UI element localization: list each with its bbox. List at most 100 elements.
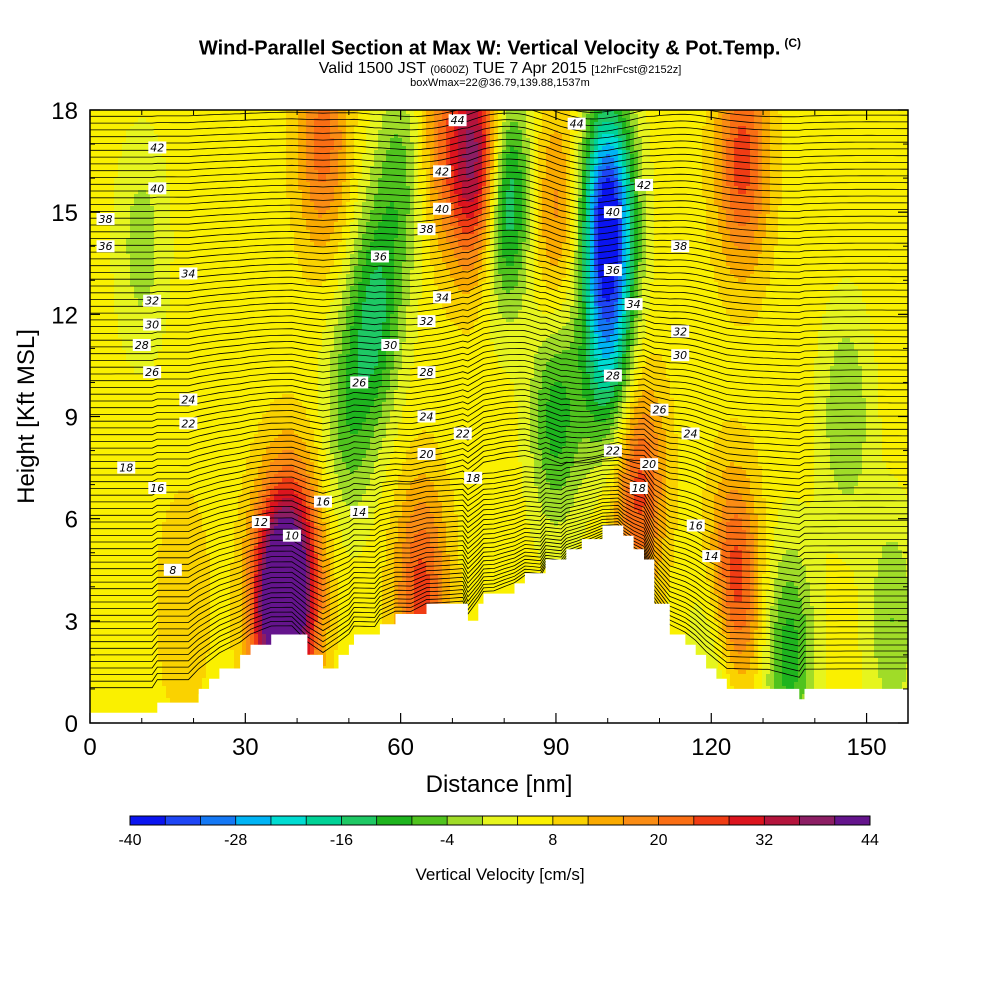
velocity-cell [106, 462, 111, 467]
velocity-cell [182, 386, 187, 391]
velocity-cell [102, 178, 107, 183]
velocity-cell [174, 174, 179, 179]
velocity-cell [198, 298, 203, 303]
velocity-cell [158, 526, 163, 531]
velocity-cell [162, 394, 167, 399]
velocity-cell [98, 374, 103, 379]
velocity-cell [138, 442, 143, 447]
velocity-cell [166, 434, 171, 439]
velocity-cell [134, 198, 139, 203]
velocity-cell [114, 354, 119, 359]
velocity-cell [174, 674, 179, 679]
velocity-cell [122, 298, 127, 303]
velocity-cell [146, 118, 151, 123]
velocity-cell [182, 334, 187, 339]
velocity-cell [102, 594, 107, 599]
velocity-cell [130, 678, 135, 683]
velocity-cell [206, 226, 211, 231]
velocity-cell [98, 378, 103, 383]
velocity-cell [106, 278, 111, 283]
velocity-cell [206, 266, 211, 271]
velocity-cell [198, 674, 203, 679]
velocity-cell [162, 674, 167, 679]
velocity-cell [198, 482, 203, 487]
velocity-cell [202, 462, 207, 467]
velocity-cell [126, 118, 131, 123]
velocity-cell [174, 650, 179, 655]
velocity-cell [214, 270, 219, 275]
velocity-cell [114, 242, 119, 247]
velocity-cell [150, 206, 155, 211]
velocity-cell [142, 690, 147, 695]
velocity-cell [170, 610, 175, 615]
velocity-cell [146, 678, 151, 683]
velocity-cell [198, 678, 203, 683]
velocity-cell [162, 642, 167, 647]
velocity-cell [174, 366, 179, 371]
velocity-cell [210, 194, 215, 199]
velocity-cell [158, 674, 163, 679]
velocity-cell [162, 306, 167, 311]
velocity-cell [170, 374, 175, 379]
velocity-cell [110, 374, 115, 379]
velocity-cell [182, 118, 187, 123]
velocity-cell [94, 254, 99, 259]
velocity-cell [146, 550, 151, 555]
velocity-cell [194, 138, 199, 143]
velocity-cell [142, 206, 147, 211]
velocity-cell [118, 670, 123, 675]
velocity-cell [94, 442, 99, 447]
velocity-cell [94, 122, 99, 127]
velocity-cell [110, 610, 115, 615]
velocity-cell [110, 226, 115, 231]
velocity-cell [110, 522, 115, 527]
velocity-cell [122, 570, 127, 575]
velocity-cell [126, 222, 131, 227]
velocity-cell [198, 146, 203, 151]
velocity-cell [110, 662, 115, 667]
velocity-cell [174, 546, 179, 551]
velocity-cell [130, 322, 135, 327]
velocity-cell [134, 542, 139, 547]
velocity-cell [194, 242, 199, 247]
velocity-cell [142, 218, 147, 223]
velocity-cell [182, 262, 187, 267]
velocity-cell [122, 438, 127, 443]
velocity-cell [178, 486, 183, 491]
velocity-cell [154, 198, 159, 203]
velocity-cell [98, 286, 103, 291]
velocity-cell [202, 170, 207, 175]
velocity-cell [98, 550, 103, 555]
velocity-cell [158, 574, 163, 579]
velocity-cell [98, 430, 103, 435]
velocity-cell [110, 502, 115, 507]
velocity-cell [210, 666, 215, 671]
velocity-cell [186, 406, 191, 411]
velocity-cell [154, 474, 159, 479]
velocity-cell [210, 310, 215, 315]
velocity-cell [102, 566, 107, 571]
velocity-cell [118, 406, 123, 411]
velocity-cell [118, 378, 123, 383]
velocity-cell [98, 418, 103, 423]
velocity-cell [202, 238, 207, 243]
velocity-cell [118, 138, 123, 143]
velocity-cell [198, 390, 203, 395]
velocity-cell [98, 362, 103, 367]
velocity-cell [126, 678, 131, 683]
velocity-cell [126, 218, 131, 223]
velocity-cell [170, 594, 175, 599]
velocity-cell [102, 310, 107, 315]
velocity-cell [186, 546, 191, 551]
velocity-cell [138, 154, 143, 159]
velocity-cell [94, 670, 99, 675]
velocity-cell [126, 366, 131, 371]
velocity-cell [114, 146, 119, 151]
velocity-cell [146, 266, 151, 271]
velocity-cell [138, 690, 143, 695]
velocity-cell [102, 406, 107, 411]
velocity-cell [110, 166, 115, 171]
velocity-cell [94, 686, 99, 691]
velocity-cell [138, 242, 143, 247]
velocity-cell [194, 210, 199, 215]
